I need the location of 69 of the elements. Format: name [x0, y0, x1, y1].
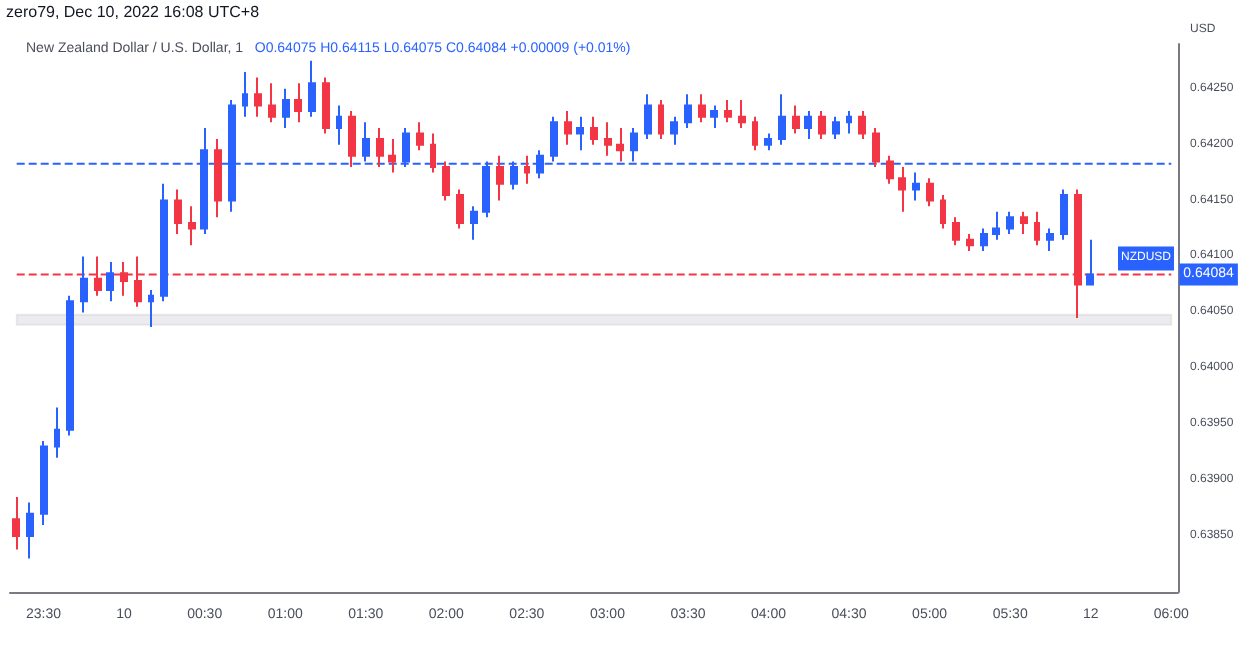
- candlestick: [926, 177, 934, 208]
- candlestick: [1046, 227, 1054, 252]
- candlestick: [886, 154, 894, 185]
- candlestick: [992, 210, 1000, 241]
- candlestick: [804, 110, 812, 141]
- candlestick: [590, 115, 598, 146]
- candlestick: [818, 110, 826, 141]
- candlestick: [106, 261, 114, 303]
- candlestick: [644, 93, 652, 141]
- candlestick: [470, 205, 478, 241]
- candlestick: [308, 59, 316, 118]
- candlestick: [430, 132, 436, 174]
- candlestick: [710, 104, 718, 129]
- candlestick: [898, 166, 906, 213]
- candlestick: [752, 115, 758, 152]
- candlestick: [1034, 210, 1040, 247]
- candlestick: [294, 82, 302, 124]
- candlestick: [966, 233, 974, 252]
- candlestick: [604, 121, 612, 157]
- candlestick: [160, 182, 168, 303]
- candlestick: [416, 121, 424, 152]
- candlestick: [188, 205, 196, 247]
- candlestick: [576, 115, 584, 152]
- candlestick: [738, 98, 746, 129]
- candlestick: [388, 138, 396, 174]
- candlestick: [684, 93, 692, 129]
- candlestick: [348, 110, 356, 169]
- candlestick: [658, 98, 664, 141]
- candlestick: [940, 193, 946, 230]
- candlestick: [980, 227, 988, 252]
- candlestick: [40, 440, 48, 526]
- candlestick: [442, 160, 450, 202]
- candlestick: [832, 115, 840, 141]
- candlestick: [26, 501, 34, 560]
- candlestick: [214, 138, 222, 219]
- candlestick: [912, 171, 920, 202]
- candlestick: [1086, 238, 1094, 286]
- candlestick: [524, 154, 530, 185]
- candlestick: [846, 110, 852, 135]
- candlestick: [724, 98, 732, 124]
- candlestick: [80, 255, 88, 314]
- candlestick: [148, 289, 154, 328]
- candlestick: [698, 93, 706, 124]
- candlestick: [322, 76, 330, 135]
- candlestick: [242, 70, 248, 118]
- candlestick: [1006, 210, 1014, 236]
- candlestick: [778, 93, 786, 146]
- candlestick: [858, 110, 866, 141]
- candlestick: [376, 126, 384, 169]
- candlestick: [764, 132, 772, 152]
- candlestick: [336, 104, 342, 146]
- candlestick: [616, 126, 624, 163]
- text: zero79, Dec 10, 2022 16:08 UTC+8: [6, 3, 261, 21]
- candlestick: [564, 110, 572, 146]
- candlestick: [282, 87, 290, 129]
- candlestick: [670, 115, 678, 146]
- candlestick: [496, 154, 504, 202]
- candlestick: [174, 188, 182, 236]
- candlestick: [872, 126, 880, 169]
- candlestick: [792, 104, 800, 135]
- candlestick: [54, 406, 60, 459]
- candlestick: [12, 495, 20, 551]
- candlestick: [456, 188, 464, 230]
- candlestick: [1020, 210, 1028, 236]
- candlestick: [66, 294, 74, 437]
- candlestick: [268, 82, 276, 124]
- candlestick: [1060, 188, 1068, 241]
- candlestick: [254, 76, 262, 118]
- candlestick: [952, 216, 960, 247]
